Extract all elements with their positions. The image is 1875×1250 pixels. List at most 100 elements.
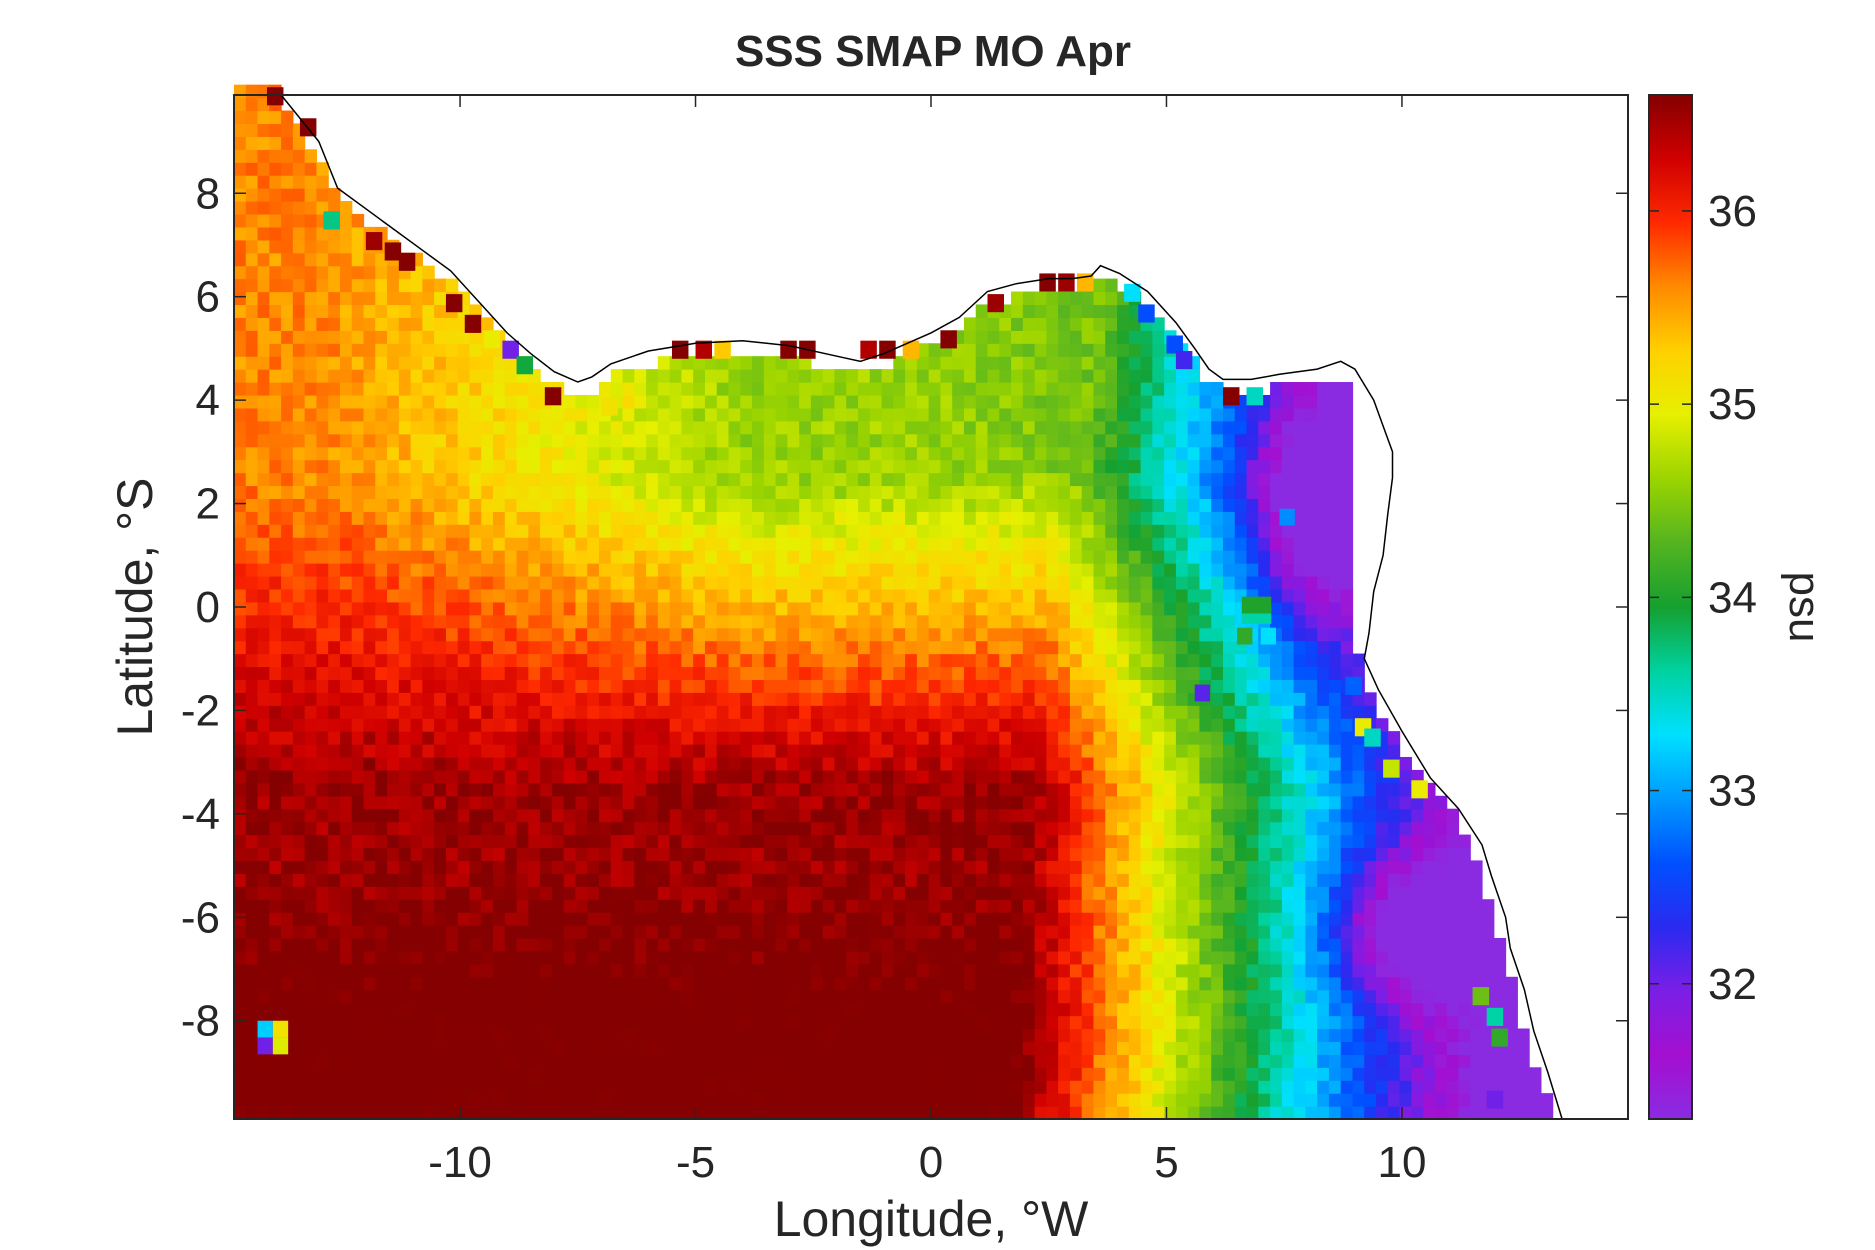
salinity-cell (1140, 731, 1153, 745)
salinity-cell (445, 795, 459, 810)
salinity-cell (292, 640, 306, 655)
salinity-cell (598, 537, 612, 551)
salinity-cell (999, 1054, 1012, 1068)
salinity-cell (1058, 446, 1071, 461)
salinity-cell (940, 382, 953, 396)
salinity-cell (1011, 563, 1024, 577)
salinity-cell (563, 511, 577, 525)
salinity-cell (434, 382, 447, 396)
salinity-cell (775, 433, 788, 448)
salinity-cell (1022, 795, 1036, 810)
salinity-cell (846, 873, 859, 887)
salinity-cell (1069, 407, 1083, 422)
salinity-cell (716, 614, 730, 629)
salinity-cell (752, 808, 765, 823)
salinity-cell (763, 847, 777, 862)
salinity-cell (763, 666, 777, 680)
salinity-cell (1140, 446, 1153, 461)
salinity-cell (1058, 433, 1071, 448)
salinity-cell (681, 640, 694, 655)
salinity-cell (869, 640, 883, 655)
salinity-cell (928, 963, 942, 978)
salinity-cell (1058, 563, 1071, 577)
salinity-cell (1058, 601, 1071, 616)
salinity-cell (351, 834, 365, 849)
salinity-cell (434, 937, 447, 952)
salinity-cell (316, 175, 329, 189)
salinity-cell (1011, 1002, 1024, 1017)
salinity-cell (1140, 420, 1153, 435)
salinity-cell (728, 976, 741, 991)
salinity-cell (1117, 1054, 1130, 1068)
salinity-cell (704, 873, 718, 887)
salinity-cell (516, 912, 529, 926)
salinity-cell (740, 356, 753, 370)
salinity-cell (905, 511, 918, 525)
salinity-cell (975, 575, 989, 590)
salinity-cell (1128, 627, 1142, 642)
salinity-cell (281, 1002, 294, 1017)
salinity-cell (1093, 640, 1106, 655)
salinity-cell (622, 795, 635, 810)
salinity-cell (516, 550, 529, 564)
salinity-cell (281, 123, 294, 137)
salinity-cell (575, 472, 588, 487)
salinity-cell (481, 666, 494, 680)
salinity-cell (457, 537, 471, 551)
salinity-cell (504, 446, 518, 461)
salinity-cell (1117, 601, 1130, 616)
salinity-cell (281, 795, 294, 810)
salinity-cell (410, 614, 423, 629)
salinity-cell (328, 575, 341, 590)
salinity-cell (1081, 847, 1095, 862)
salinity-cell (740, 795, 753, 810)
salinity-cell (363, 356, 376, 370)
salinity-cell (328, 330, 341, 344)
salinity-cell (1058, 847, 1071, 862)
salinity-cell (610, 588, 624, 603)
salinity-cell (434, 653, 447, 668)
salinity-cell (1128, 899, 1142, 913)
salinity-cell (1058, 498, 1071, 512)
salinity-cell (905, 666, 918, 680)
salinity-cell (1117, 976, 1130, 991)
salinity-cell (975, 446, 989, 461)
salinity-cell (1034, 692, 1047, 706)
salinity-cell (363, 666, 376, 680)
salinity-cell (339, 666, 353, 680)
salinity-cell (716, 485, 730, 499)
salinity-cell (1081, 873, 1095, 887)
salinity-cell (952, 756, 965, 771)
salinity-cell (657, 369, 671, 383)
salinity-cell (775, 356, 788, 370)
salinity-cell (304, 692, 318, 706)
salinity-cell (375, 679, 388, 693)
salinity-cell (634, 899, 647, 913)
salinity-cell (351, 899, 365, 913)
salinity-cell (775, 407, 788, 422)
salinity-cell (598, 1080, 612, 1094)
salinity-cell (410, 472, 423, 487)
salinity-cell (905, 795, 918, 810)
salinity-cell (504, 614, 518, 629)
salinity-cell (1093, 485, 1106, 499)
salinity-cell (657, 382, 671, 396)
salinity-cell (763, 950, 777, 965)
salinity-cell (504, 808, 518, 823)
salinity-cell (905, 912, 918, 926)
salinity-cell (387, 433, 400, 448)
salinity-cell (716, 1067, 730, 1081)
salinity-cell (375, 756, 388, 771)
salinity-cell (740, 550, 753, 564)
salinity-cell (846, 834, 859, 849)
salinity-cell (422, 291, 435, 306)
salinity-cell (398, 459, 412, 474)
salinity-cell (563, 653, 577, 668)
salinity-cell (799, 718, 812, 732)
salinity-cell (1046, 769, 1059, 784)
salinity-cell (398, 317, 412, 331)
salinity-cell (257, 110, 270, 125)
salinity-cell (434, 459, 447, 474)
salinity-cell (587, 769, 600, 784)
salinity-cell (858, 925, 871, 939)
